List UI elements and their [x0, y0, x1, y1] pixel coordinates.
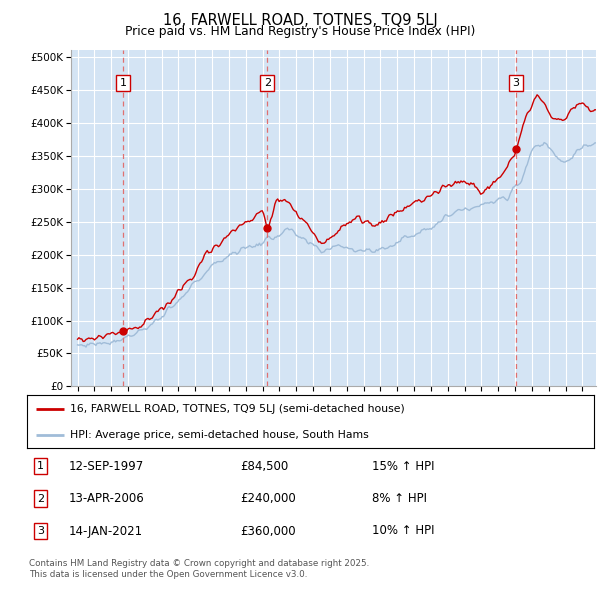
- Text: £360,000: £360,000: [240, 525, 296, 537]
- Text: 3: 3: [512, 78, 519, 88]
- Text: £240,000: £240,000: [240, 492, 296, 505]
- Text: 14-JAN-2021: 14-JAN-2021: [69, 525, 143, 537]
- Text: 13-APR-2006: 13-APR-2006: [69, 492, 145, 505]
- Text: 16, FARWELL ROAD, TOTNES, TQ9 5LJ (semi-detached house): 16, FARWELL ROAD, TOTNES, TQ9 5LJ (semi-…: [70, 404, 404, 414]
- Text: 16, FARWELL ROAD, TOTNES, TQ9 5LJ: 16, FARWELL ROAD, TOTNES, TQ9 5LJ: [163, 13, 437, 28]
- Text: £84,500: £84,500: [240, 460, 288, 473]
- Text: HPI: Average price, semi-detached house, South Hams: HPI: Average price, semi-detached house,…: [70, 430, 368, 440]
- Text: 10% ↑ HPI: 10% ↑ HPI: [372, 525, 434, 537]
- Text: 1: 1: [119, 78, 127, 88]
- Text: 12-SEP-1997: 12-SEP-1997: [69, 460, 144, 473]
- Text: 3: 3: [37, 526, 44, 536]
- Text: 2: 2: [264, 78, 271, 88]
- Text: 2: 2: [37, 494, 44, 503]
- Text: Price paid vs. HM Land Registry's House Price Index (HPI): Price paid vs. HM Land Registry's House …: [125, 25, 475, 38]
- Text: This data is licensed under the Open Government Licence v3.0.: This data is licensed under the Open Gov…: [29, 571, 307, 579]
- Text: 8% ↑ HPI: 8% ↑ HPI: [372, 492, 427, 505]
- Text: 15% ↑ HPI: 15% ↑ HPI: [372, 460, 434, 473]
- Text: 1: 1: [37, 461, 44, 471]
- Text: Contains HM Land Registry data © Crown copyright and database right 2025.: Contains HM Land Registry data © Crown c…: [29, 559, 369, 568]
